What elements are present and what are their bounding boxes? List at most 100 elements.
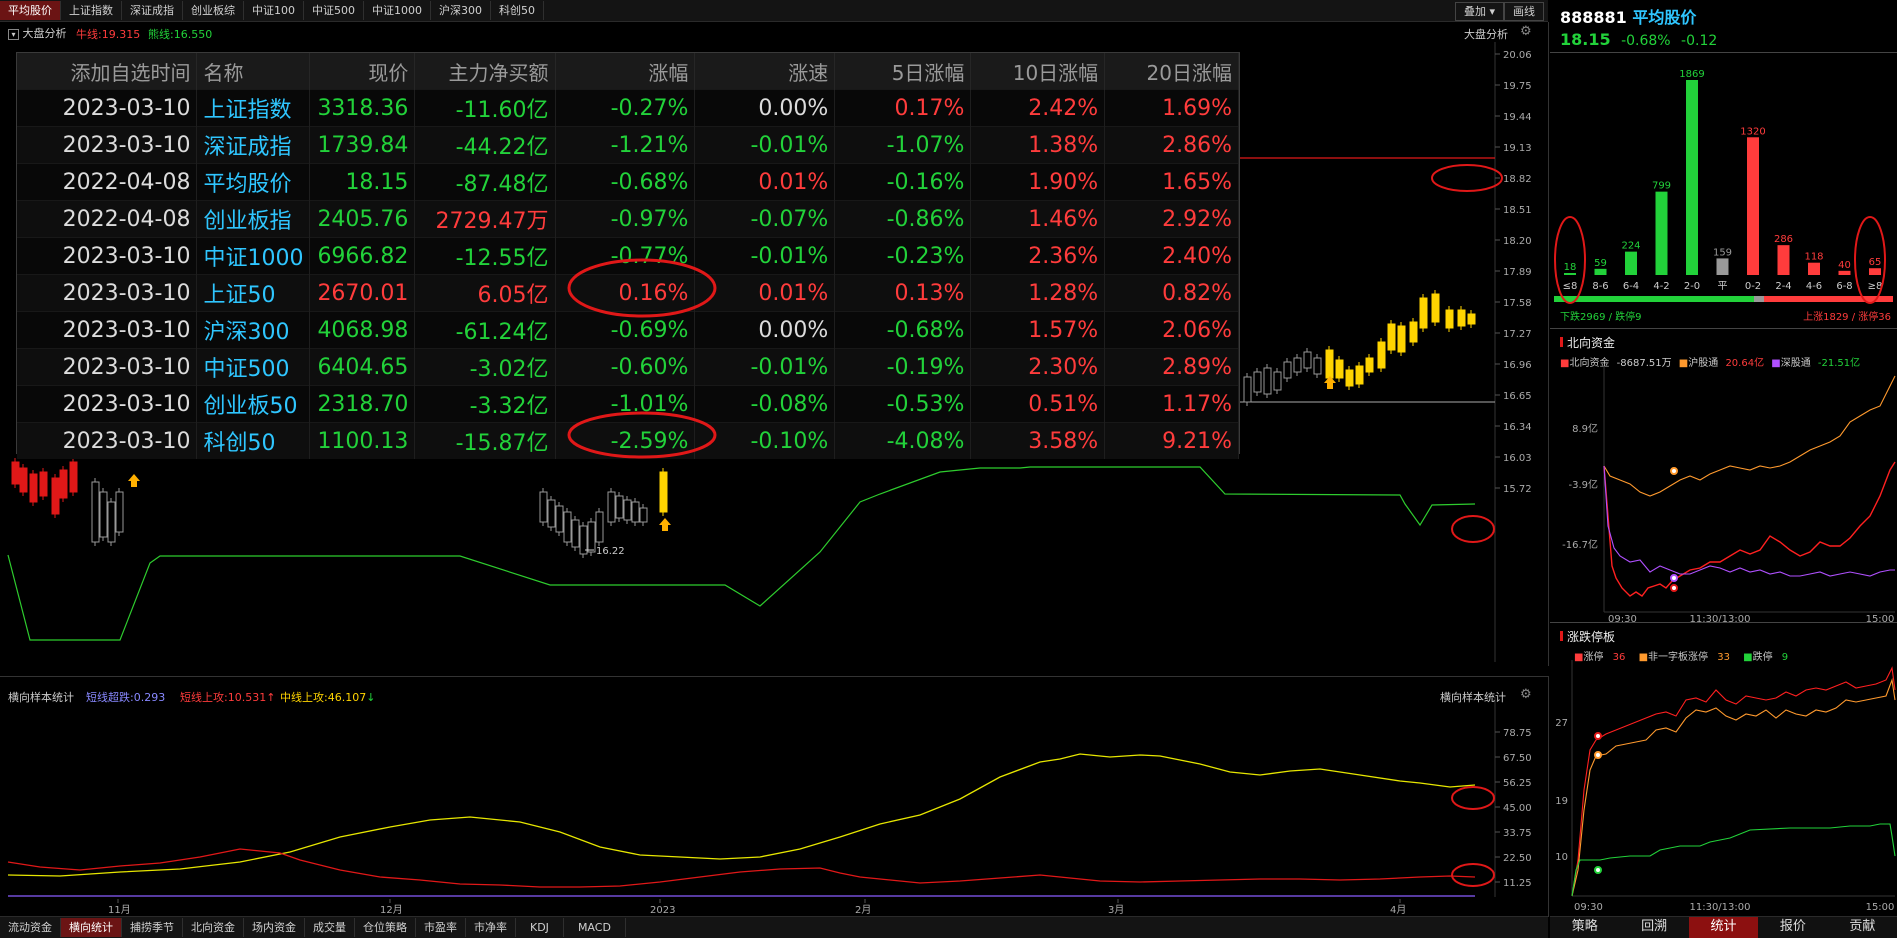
limit-y-tick: 10 xyxy=(1555,852,1568,863)
dist-bar-label: 224 xyxy=(1621,241,1640,252)
net-buy-cell: -44.22亿 xyxy=(414,126,556,164)
tab-star50[interactable]: 科创50 xyxy=(491,1,544,20)
col-speed[interactable]: 涨速 xyxy=(694,53,836,90)
5d-cell: -0.86% xyxy=(834,200,972,238)
tab-csi500[interactable]: 中证500 xyxy=(304,1,364,20)
table-row[interactable]: 2023-03-10 上证50 2670.01 6.05亿 0.16% 0.01% 0.13… xyxy=(17,274,1239,312)
annotation-circle xyxy=(1554,216,1586,304)
net-buy-cell: -87.48亿 xyxy=(414,163,556,201)
tab-kdj[interactable]: KDJ xyxy=(516,918,564,937)
col-net-buy[interactable]: 主力净买额 xyxy=(414,53,556,90)
5d-cell: 0.17% xyxy=(834,89,972,127)
candle xyxy=(1365,357,1374,373)
tab-csi100[interactable]: 中证100 xyxy=(244,1,304,20)
tab-sz-index[interactable]: 深证成指 xyxy=(122,1,183,20)
col-price[interactable]: 现价 xyxy=(309,53,416,90)
candle xyxy=(1345,369,1354,387)
north-funds-chart: 8.9亿 -3.9亿 -16.7亿 09:30 11:30/13:00 15:00 xyxy=(1562,366,1896,622)
10d-cell: 2.42% xyxy=(970,89,1106,127)
col-20d[interactable]: 20日涨幅 xyxy=(1104,53,1239,90)
tab-quote[interactable]: 报价 xyxy=(1779,919,1806,934)
date-cell: 2023-03-10 xyxy=(17,348,198,386)
dist-bar xyxy=(1564,273,1576,275)
candle xyxy=(1409,321,1418,343)
settings-gear-icon[interactable]: ⚙ xyxy=(1520,24,1532,39)
price-cell: 2670.01 xyxy=(309,274,416,312)
table-row[interactable]: 2022-04-08 平均股价 18.15 -87.48亿 -0.68% 0.01% -0.… xyxy=(17,163,1239,201)
date-cell: 2023-03-10 xyxy=(17,126,198,164)
draw-line-button[interactable]: 画线 xyxy=(1504,2,1544,21)
tab-northbound[interactable]: 北向资金 xyxy=(183,918,244,937)
tab-pb[interactable]: 市净率 xyxy=(466,918,516,937)
bear-line-label: 熊线:16.550 xyxy=(148,28,213,41)
col-change[interactable]: 涨幅 xyxy=(555,53,696,90)
candle xyxy=(19,467,28,493)
main-title[interactable]: ▾ 大盘分析 xyxy=(8,25,67,41)
sub-y-tick: 22.50 xyxy=(1503,853,1532,864)
table-row[interactable]: 2023-03-10 科创50 1100.13 -15.87亿 -2.59% -0.10%… xyxy=(17,422,1239,459)
tab-position-strategy[interactable]: 仓位策略 xyxy=(355,918,416,937)
sub-title: 横向样本统计 xyxy=(8,691,74,704)
col-10d[interactable]: 10日涨幅 xyxy=(970,53,1106,90)
date-cell: 2023-03-10 xyxy=(17,237,198,275)
short-oversold-label: 短线超跌:0.293 xyxy=(86,691,166,704)
dist-bar xyxy=(1686,80,1698,275)
settings-gear-icon[interactable]: ⚙ xyxy=(1520,687,1532,702)
tab-csi1000[interactable]: 中证1000 xyxy=(364,1,431,20)
tab-backtest[interactable]: 回溯 xyxy=(1641,919,1668,934)
north-y-tick: -16.7亿 xyxy=(1562,538,1598,551)
col-added-time[interactable]: 添加自选时间 xyxy=(17,53,198,90)
tab-fishing-season[interactable]: 捕捞季节 xyxy=(122,918,183,937)
speed-cell: -0.01% xyxy=(694,237,836,275)
candle xyxy=(1445,309,1454,329)
overlay-button[interactable]: 叠加 ▾ xyxy=(1454,2,1504,21)
tab-hs300[interactable]: 沪深300 xyxy=(431,1,491,20)
tab-average-price[interactable]: 平均股价 xyxy=(0,1,61,20)
tab-volume[interactable]: 成交量 xyxy=(305,918,355,937)
net-buy-cell: -61.24亿 xyxy=(414,311,556,349)
candle xyxy=(623,499,632,521)
stock-header: 888881 平均股价 xyxy=(1560,4,1696,28)
tab-macd[interactable]: MACD xyxy=(564,918,626,937)
dist-bar-label: 118 xyxy=(1804,252,1823,263)
10d-cell: 1.46% xyxy=(970,200,1106,238)
candle xyxy=(579,525,588,555)
20d-cell: 2.06% xyxy=(1104,311,1239,349)
price-y-tick: 18.82 xyxy=(1503,174,1532,185)
20d-cell: 1.69% xyxy=(1104,89,1239,127)
col-name[interactable]: 名称 xyxy=(196,53,311,90)
dist-category-label: 平 xyxy=(1718,281,1728,292)
table-row[interactable]: 2023-03-10 中证500 6404.65 -3.02亿 -0.60% -0.01%… xyxy=(17,348,1239,386)
tab-liquidity[interactable]: 流动资金 xyxy=(0,918,61,937)
tab-onfloor-funds[interactable]: 场内资金 xyxy=(244,918,305,937)
limit-y-tick: 19 xyxy=(1555,796,1568,807)
price-y-tick: 16.65 xyxy=(1503,391,1532,402)
table-row[interactable]: 2022-04-08 创业板指 2405.76 2729.47万 -0.97% -0.07… xyxy=(17,200,1239,238)
price-y-tick: 19.75 xyxy=(1503,81,1532,92)
table-row[interactable]: 2023-03-10 深证成指 1739.84 -44.22亿 -1.21% -0.01%… xyxy=(17,126,1239,164)
bull-line-label: 牛线:19.315 xyxy=(76,28,141,41)
table-row[interactable]: 2023-03-10 上证指数 3318.36 -11.60亿 -0.27% 0.00% 0… xyxy=(17,89,1239,127)
price-cell: 3318.36 xyxy=(309,89,416,127)
north-funds-title: 北向资金 xyxy=(1560,334,1615,351)
table-row[interactable]: 2023-03-10 创业板50 2318.70 -3.32亿 -1.01% -0.08%… xyxy=(17,385,1239,423)
tab-strategy[interactable]: 策略 xyxy=(1571,919,1598,934)
candle xyxy=(659,471,668,513)
10d-cell: 2.36% xyxy=(970,237,1106,275)
col-5d[interactable]: 5日涨幅 xyxy=(834,53,972,90)
tab-statistics[interactable]: 统计 xyxy=(1688,917,1759,938)
name-cell: 平均股价 xyxy=(196,163,311,201)
tab-sh-index[interactable]: 上证指数 xyxy=(61,1,122,20)
change-cell: -1.01% xyxy=(555,385,696,423)
date-cell: 2023-03-10 xyxy=(17,385,198,423)
table-row[interactable]: 2023-03-10 沪深300 4068.98 -61.24亿 -0.69% 0.00%… xyxy=(17,311,1239,349)
tab-chinext-composite[interactable]: 创业板综 xyxy=(183,1,244,20)
tab-contribution[interactable]: 贡献 xyxy=(1849,919,1876,934)
tab-pe[interactable]: 市盈率 xyxy=(416,918,466,937)
name-cell: 上证指数 xyxy=(196,89,311,127)
tab-horizontal-stats[interactable]: 横向统计 xyxy=(61,918,122,937)
non-oneword-line xyxy=(1571,677,1896,897)
candle xyxy=(587,521,596,553)
price-cell: 2318.70 xyxy=(309,385,416,423)
table-row[interactable]: 2023-03-10 中证1000 6966.82 -12.55亿 -0.77% -0.0… xyxy=(17,237,1239,275)
